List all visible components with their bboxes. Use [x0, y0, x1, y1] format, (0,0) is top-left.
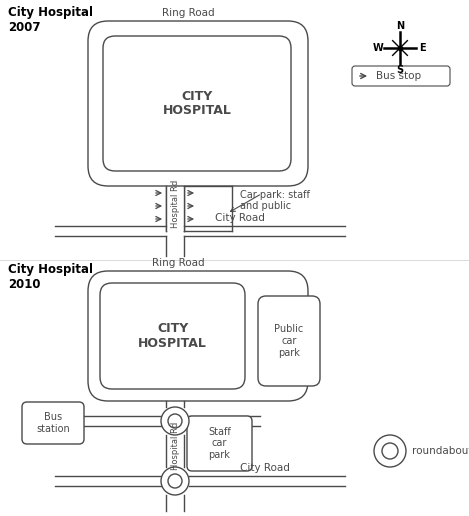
Circle shape — [161, 467, 189, 495]
Text: N: N — [396, 21, 404, 31]
Text: Hospital Rd: Hospital Rd — [171, 180, 180, 228]
Text: City Hospital
2007: City Hospital 2007 — [8, 6, 93, 34]
FancyBboxPatch shape — [258, 296, 320, 386]
Circle shape — [374, 435, 406, 467]
Text: City Road: City Road — [240, 463, 290, 473]
Text: Staff
car
park: Staff car park — [208, 427, 231, 460]
Text: S: S — [396, 65, 403, 75]
FancyBboxPatch shape — [103, 36, 291, 171]
Text: Car park: staff
and public: Car park: staff and public — [240, 190, 310, 211]
FancyBboxPatch shape — [88, 21, 308, 186]
FancyBboxPatch shape — [187, 416, 252, 471]
Text: Ring Road: Ring Road — [162, 8, 214, 18]
Bar — [166, 401, 184, 421]
Text: City Hospital
2010: City Hospital 2010 — [8, 263, 93, 291]
Circle shape — [161, 407, 189, 435]
Text: City Road: City Road — [215, 213, 265, 223]
Text: Public
car
park: Public car park — [274, 325, 303, 358]
Bar — [166, 186, 184, 231]
Circle shape — [168, 474, 182, 488]
Text: roundabout: roundabout — [412, 446, 469, 456]
FancyBboxPatch shape — [352, 66, 450, 86]
FancyBboxPatch shape — [88, 271, 308, 401]
Text: Bus stop: Bus stop — [376, 71, 421, 81]
Text: Ring Road: Ring Road — [151, 258, 204, 268]
Text: W: W — [373, 43, 383, 53]
Circle shape — [382, 443, 398, 459]
FancyBboxPatch shape — [22, 402, 84, 444]
Text: E: E — [419, 43, 425, 53]
Text: Bus
station: Bus station — [36, 412, 70, 434]
Circle shape — [168, 414, 182, 428]
Text: Hospital Rd: Hospital Rd — [171, 422, 180, 470]
Text: CITY
HOSPITAL: CITY HOSPITAL — [138, 322, 207, 350]
Text: CITY
HOSPITAL: CITY HOSPITAL — [163, 89, 231, 118]
FancyBboxPatch shape — [100, 283, 245, 389]
